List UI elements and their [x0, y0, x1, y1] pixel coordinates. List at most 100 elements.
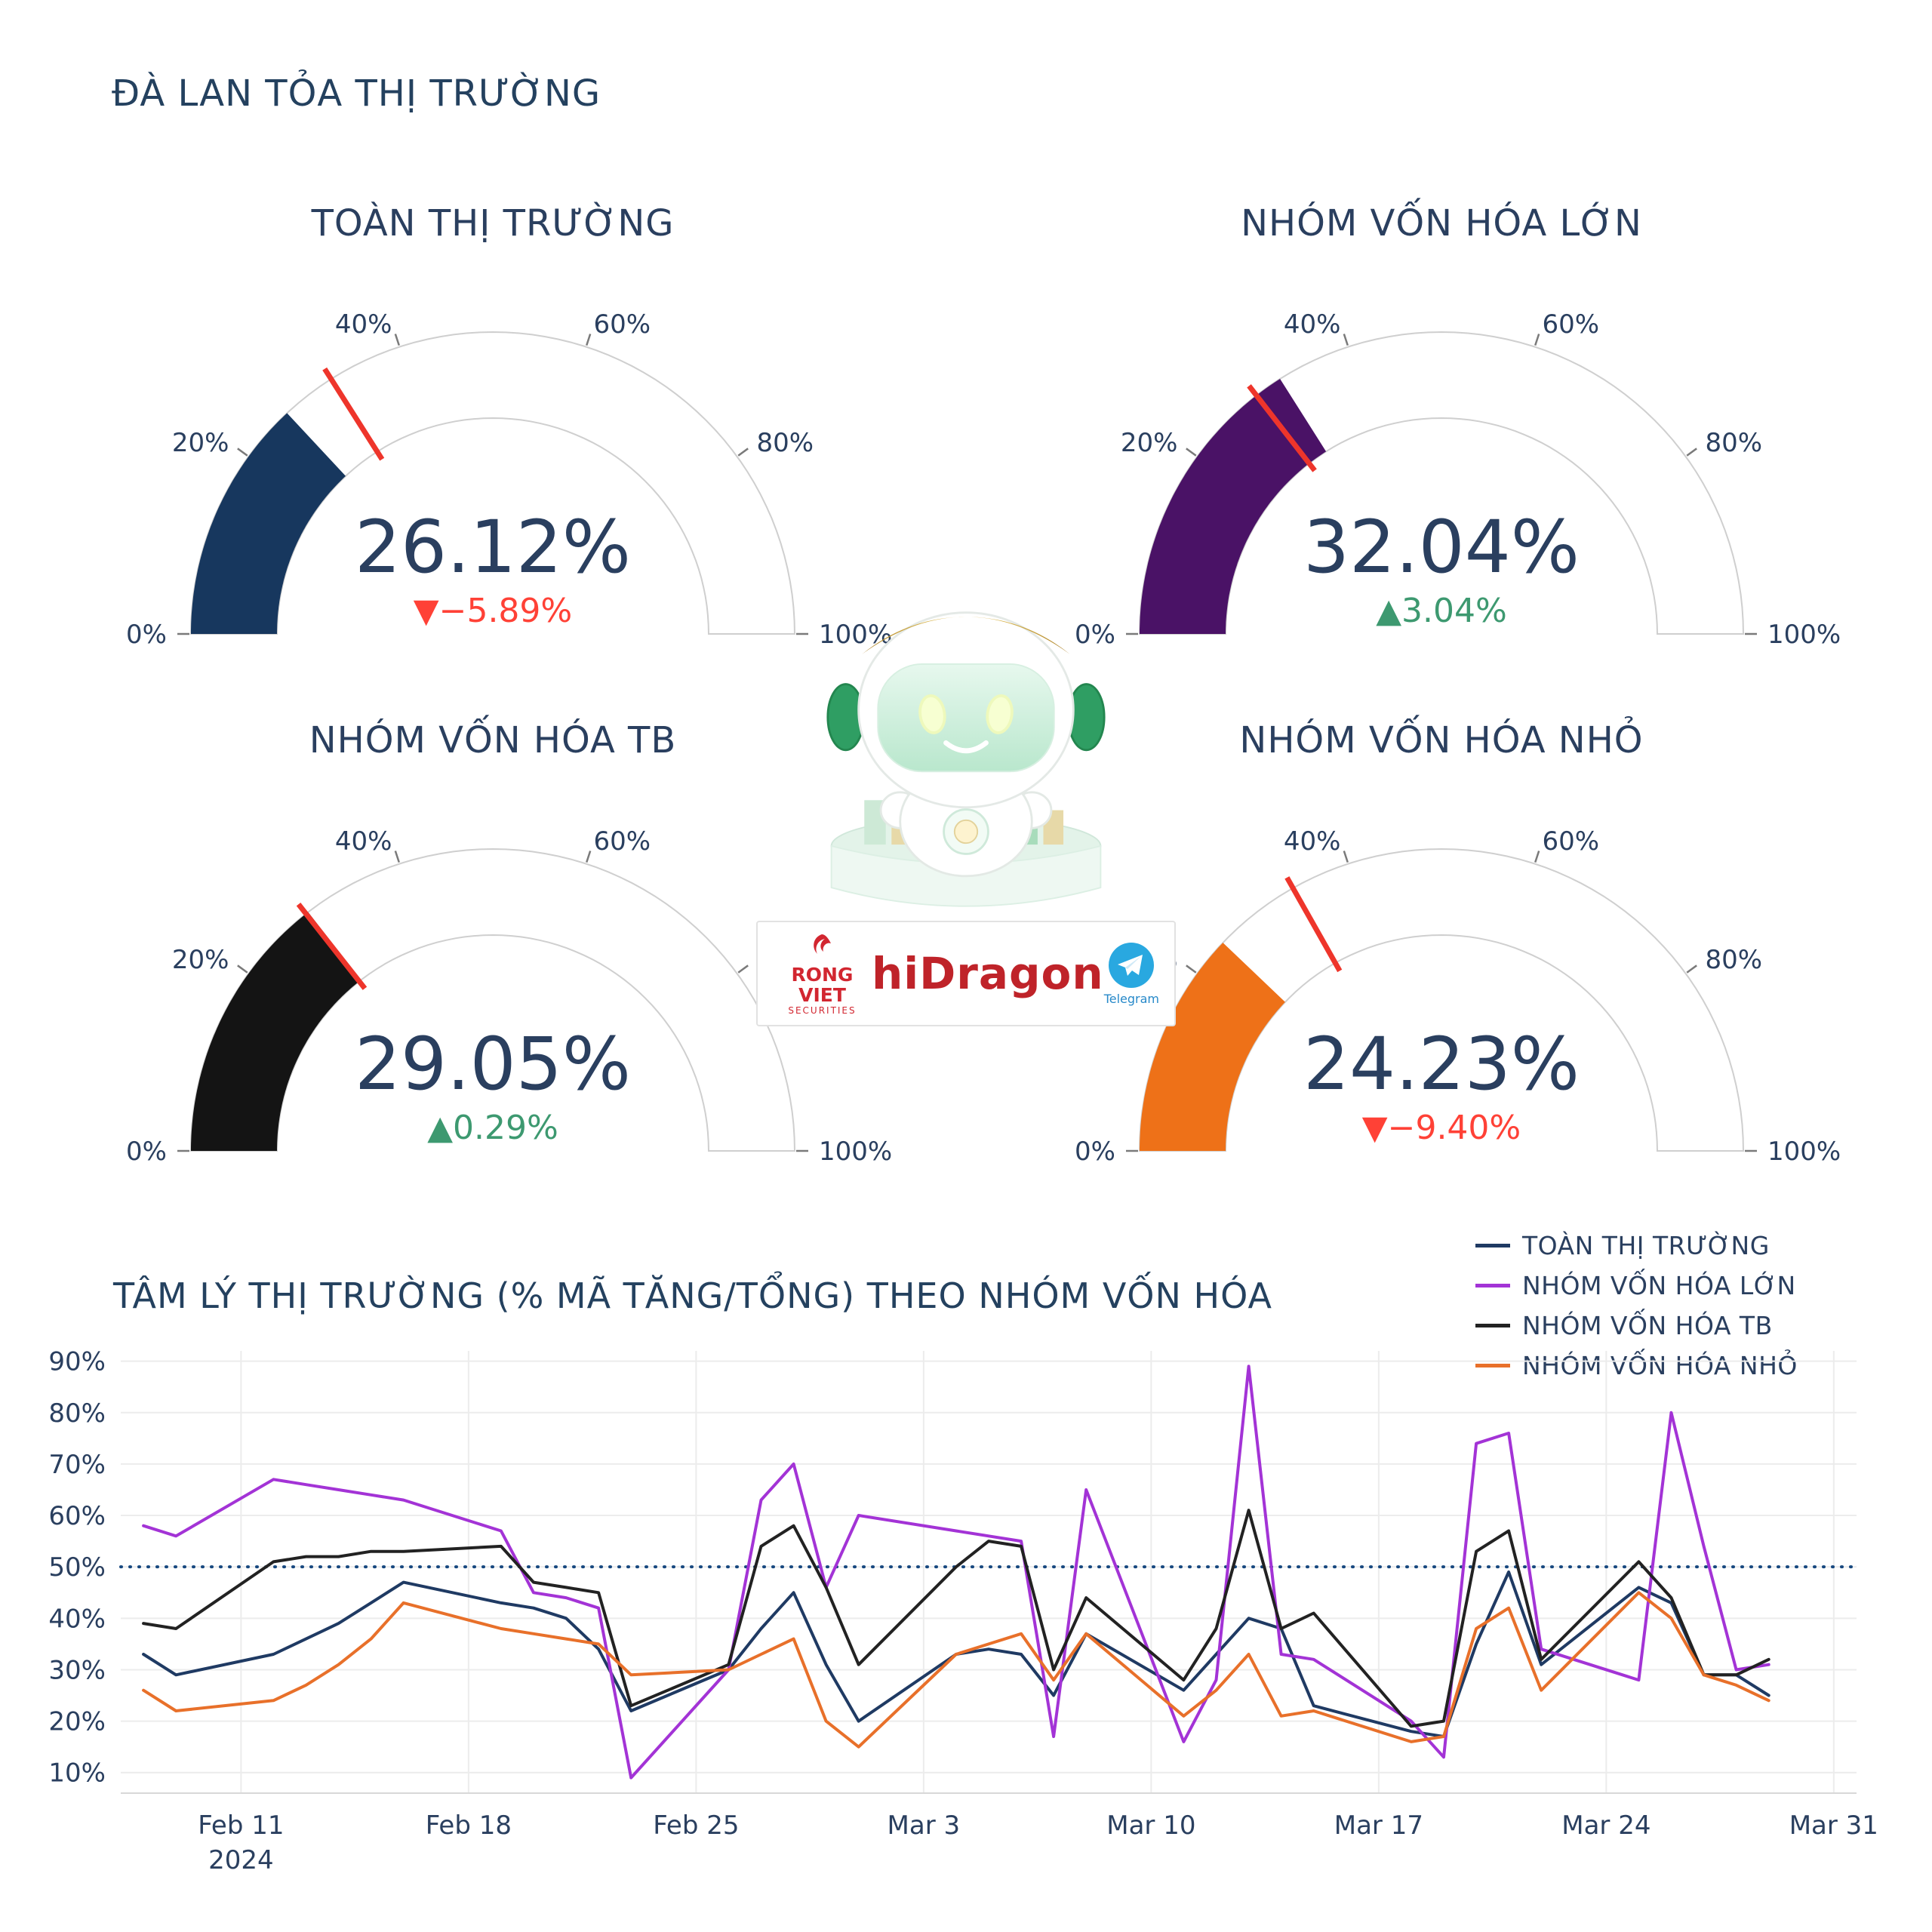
legend-swatch — [1475, 1244, 1510, 1247]
series-line — [142, 1364, 1770, 1780]
gauge-title: NHÓM VỐN HÓA TB — [309, 719, 677, 761]
y-axis-label: 30% — [48, 1655, 106, 1685]
partner-name: RONG VIET — [791, 963, 854, 1007]
chart-title: TÂM LÝ THỊ TRƯỜNG (% MÃ TĂNG/TỔNG) THEO … — [113, 1275, 1272, 1316]
gauge-tick-label: 100% — [1767, 620, 1841, 650]
gauge-tick — [237, 964, 248, 974]
gauge-tick-label: 60% — [594, 309, 651, 340]
gauge-title: TOÀN THỊ TRƯỜNG — [311, 202, 675, 245]
gauge-tick-label: 100% — [1767, 1137, 1841, 1167]
brand-banner: RONG VIET SECURITIES hiDragon Telegram — [756, 921, 1176, 1026]
gauge-whole-market: TOÀN THỊ TRƯỜNG 0% 20% 40% 60% 80% 100% 26.12%… — [70, 202, 915, 685]
gauge-value: 26.12% — [355, 505, 631, 589]
gauge-tick — [1534, 851, 1540, 863]
gauge-tick-label: 60% — [1543, 826, 1600, 857]
gauge-tick — [1186, 448, 1197, 457]
gauge-dial: 0%20%40%60%80%100%29.05%▲0.29% — [70, 774, 915, 1196]
page-title: ĐÀ LAN TỎA THỊ TRƯỜNG — [112, 72, 601, 115]
legend-label: NHÓM VỐN HÓA TB — [1522, 1311, 1773, 1340]
gauge-delta: ▼−5.89% — [414, 592, 572, 630]
brand-wordmark: hiDragon — [871, 948, 1104, 999]
gauge-tick-label: 40% — [335, 309, 392, 340]
legend-swatch — [1475, 1364, 1510, 1367]
x-axis-label: Mar 24 — [1561, 1810, 1651, 1841]
gauge-delta: ▲3.04% — [1376, 592, 1507, 630]
rongviet-logo: RONG VIET SECURITIES — [773, 931, 872, 1016]
gauge-threshold — [296, 903, 368, 990]
gauge-tick-label: 20% — [1121, 428, 1178, 458]
gauge-tick-label: 0% — [126, 620, 167, 650]
chart-legend: TOÀN THỊ TRƯỜNG NHÓM VỐN HÓA LỚN NHÓM VỐN … — [1475, 1226, 1798, 1386]
telegram-badge[interactable]: Telegram — [1104, 942, 1159, 1006]
gauge-tick-label: 100% — [819, 620, 892, 650]
gauge-tick-label: 60% — [594, 826, 651, 857]
gauge-delta: ▼−9.40% — [1362, 1109, 1521, 1147]
gauge-tick-label: 40% — [1284, 826, 1341, 857]
series-line — [142, 1591, 1770, 1749]
legend-label: NHÓM VỐN HÓA NHỎ — [1522, 1351, 1798, 1380]
gauge-tick — [394, 851, 400, 863]
telegram-icon[interactable] — [1108, 942, 1155, 989]
x-axis-label: Mar 3 — [888, 1810, 961, 1841]
mascot-smile — [943, 740, 989, 754]
x-axis-label: Mar 31 — [1789, 1810, 1878, 1841]
gauge-tick — [586, 334, 592, 346]
gauge-tick — [1343, 851, 1349, 863]
gauge-tick — [737, 448, 749, 457]
gauge-title: NHÓM VỐN HÓA LỚN — [1241, 202, 1642, 245]
mascot-robot-illustration — [826, 611, 1106, 907]
gauge-threshold — [1284, 876, 1343, 973]
x-axis-sublabel: 2024 — [208, 1845, 274, 1875]
mascot-face-screen — [877, 663, 1055, 773]
y-axis-label: 10% — [48, 1758, 106, 1789]
gauge-bar — [191, 413, 346, 634]
gauge-tick-label: 80% — [1706, 945, 1763, 975]
gauge-bar — [1140, 943, 1285, 1151]
partner-subtitle: SECURITIES — [788, 1004, 857, 1016]
x-axis-label: Mar 10 — [1106, 1810, 1195, 1841]
gauge-tick — [394, 334, 400, 346]
legend-item[interactable]: NHÓM VỐN HÓA LỚN — [1475, 1266, 1798, 1306]
gauge-dial: 0% 20% 40% 60% 80% 100% 32.04% ▲3.04% — [1019, 257, 1864, 679]
gauge-tick — [737, 964, 749, 974]
gauge-tick-label: 40% — [335, 826, 392, 857]
y-axis-label: 50% — [48, 1552, 106, 1583]
gauge-threshold — [322, 367, 385, 461]
gauge-svg: 0% 20% 40% 60% 80% 100% 26.12%▼−5.89% — [126, 309, 892, 650]
y-axis-label: 90% — [48, 1347, 106, 1377]
gauge-value: 32.04% — [1303, 505, 1580, 589]
series-line — [142, 1571, 1770, 1738]
gauge-tick — [237, 448, 248, 457]
gauge-svg: 0%20%40%60%80%100%29.05%▲0.29% — [126, 826, 892, 1167]
gauge-tick-label: 0% — [1075, 1137, 1115, 1167]
gauge-svg: 0% 20% 40% 60% 80% 100% 32.04%▲3.04% — [1075, 309, 1841, 650]
gauge-threshold — [1247, 384, 1317, 472]
gauge-tick — [1186, 964, 1197, 974]
gauge-tick-label: 80% — [757, 428, 814, 458]
legend-item[interactable]: NHÓM VỐN HÓA NHỎ — [1475, 1346, 1798, 1386]
x-axis-label: Mar 17 — [1334, 1810, 1423, 1841]
sentiment-line-chart: 10% 20% 30% 40% 50% 60% 70% 80% 90% Feb 11 2024 Feb… — [48, 1347, 1878, 1875]
gauge-tick — [586, 851, 592, 863]
legend-label: NHÓM VỐN HÓA LỚN — [1522, 1271, 1796, 1300]
gauge-bar — [1140, 379, 1327, 634]
x-axis-label: Feb 18 — [426, 1810, 512, 1841]
gauge-title: NHÓM VỐN HÓA NHỎ — [1239, 719, 1644, 761]
gauge-tick-label: 0% — [1075, 620, 1115, 650]
gauge-tick-label: 20% — [172, 945, 229, 975]
legend-item[interactable]: NHÓM VỐN HÓA TB — [1475, 1306, 1798, 1346]
gauge-tick-label: 60% — [1543, 309, 1600, 340]
gauge-dial: 0% 20% 40% 60% 80% 100% 26.12% ▼−5.89% — [70, 257, 915, 679]
y-axis-label: 20% — [48, 1707, 106, 1737]
gauge-tick-label: 100% — [819, 1137, 892, 1167]
gauge-tick-label: 0% — [126, 1137, 167, 1167]
gauge-tick — [1686, 964, 1697, 974]
legend-item[interactable]: TOÀN THỊ TRƯỜNG — [1475, 1226, 1798, 1266]
legend-swatch — [1475, 1284, 1510, 1287]
gauge-tick-label: 20% — [172, 428, 229, 458]
phoenix-icon — [814, 934, 832, 955]
gauge-mid-cap: NHÓM VỐN HÓA TB 0%20%40%60%80%100%29.05%… — [70, 719, 915, 1202]
y-axis-label: 80% — [48, 1398, 106, 1429]
gauge-tick — [1534, 334, 1540, 346]
y-axis-label: 40% — [48, 1604, 106, 1634]
